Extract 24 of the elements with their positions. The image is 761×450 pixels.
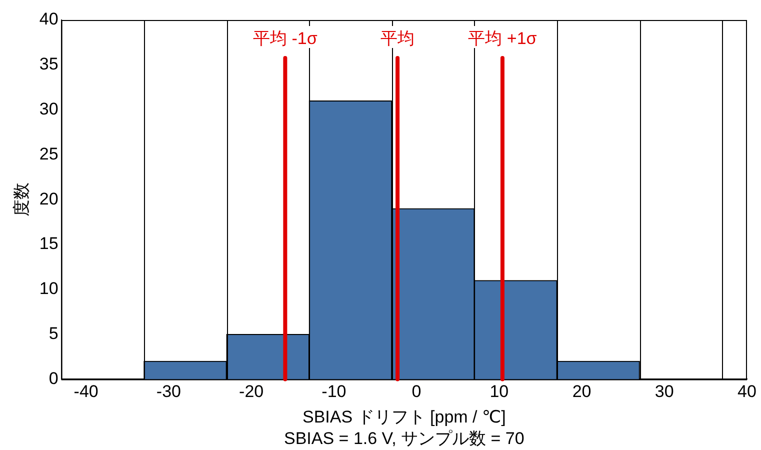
x-tick-label: -20 xyxy=(239,382,264,402)
x-tick-label: 0 xyxy=(412,382,422,402)
y-tick-label: 5 xyxy=(48,324,58,343)
x-tick-label: -30 xyxy=(156,382,181,402)
text: SBIAS = 1.6 V, サンプル数 = 70 xyxy=(284,429,524,448)
y-tick-label: 35 xyxy=(39,54,58,74)
x-tick-label: 20 xyxy=(572,382,592,402)
ref-line-label: 平均 -1σ xyxy=(253,29,318,48)
y-tick-label: 25 xyxy=(39,144,58,164)
y-tick-label: 10 xyxy=(39,279,58,298)
x-tick-label: -40 xyxy=(74,382,98,402)
y-tick-label: 0 xyxy=(48,368,58,388)
y-tick-label: 40 xyxy=(39,10,58,29)
x-tick-label: 30 xyxy=(654,382,674,402)
x-tick-label: 10 xyxy=(490,382,509,402)
y-axis-title: 度数 xyxy=(12,182,31,217)
ref-line-label: 平均 +1σ xyxy=(468,29,538,48)
x-tick-label: -10 xyxy=(322,382,346,402)
y-tick-label: 20 xyxy=(39,189,58,208)
x-tick-label: 40 xyxy=(738,382,756,402)
x-axis-title: SBIAS ドリフト [ppm / ℃] xyxy=(302,407,506,426)
ref-line-label: 平均 xyxy=(380,29,415,48)
y-tick-label: 30 xyxy=(39,99,58,118)
y-tick-label: 15 xyxy=(39,234,58,254)
